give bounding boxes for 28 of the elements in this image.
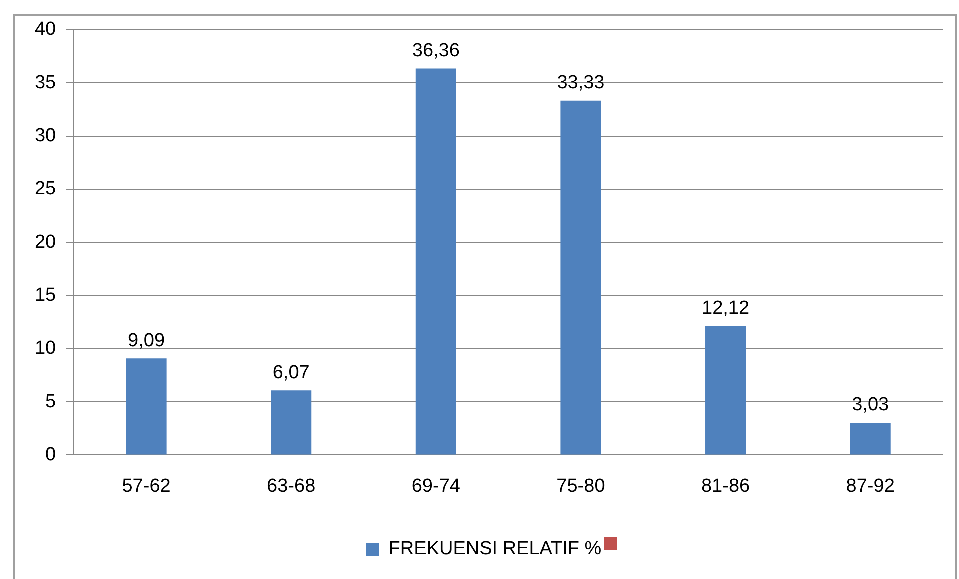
data-label: 33,33	[557, 72, 605, 94]
data-label: 36,36	[412, 40, 460, 62]
data-label: 9,09	[128, 330, 166, 352]
data-label: 6,07	[272, 362, 310, 384]
x-tick-label: 81-86	[701, 476, 750, 497]
data-label: 12,12	[702, 298, 750, 320]
x-tick-label: 75-80	[556, 476, 606, 497]
bar	[271, 390, 312, 455]
bar	[126, 358, 167, 455]
y-tick-label: 5	[46, 391, 56, 412]
legend-label: FREKUENSI RELATIF %	[388, 538, 602, 560]
x-tick-label: 69-74	[412, 476, 461, 497]
y-tick-label: 0	[46, 444, 56, 466]
y-tick-label: 15	[34, 284, 56, 306]
y-tick-label: 30	[34, 126, 56, 147]
x-tick-label: 57-62	[122, 476, 171, 497]
y-tick-label: 35	[34, 72, 56, 94]
bar	[416, 68, 456, 455]
bar	[850, 422, 891, 455]
y-tick-label: 25	[34, 178, 56, 200]
y-tick-label: 10	[34, 338, 56, 360]
data-label: 3,03	[852, 394, 890, 416]
y-tick-label: 40	[34, 19, 56, 40]
bar	[560, 100, 602, 455]
x-tick-label: 63-68	[267, 476, 316, 497]
x-tick-label: 87-92	[846, 476, 895, 497]
y-tick-label: 20	[34, 232, 56, 253]
bar	[706, 326, 746, 455]
